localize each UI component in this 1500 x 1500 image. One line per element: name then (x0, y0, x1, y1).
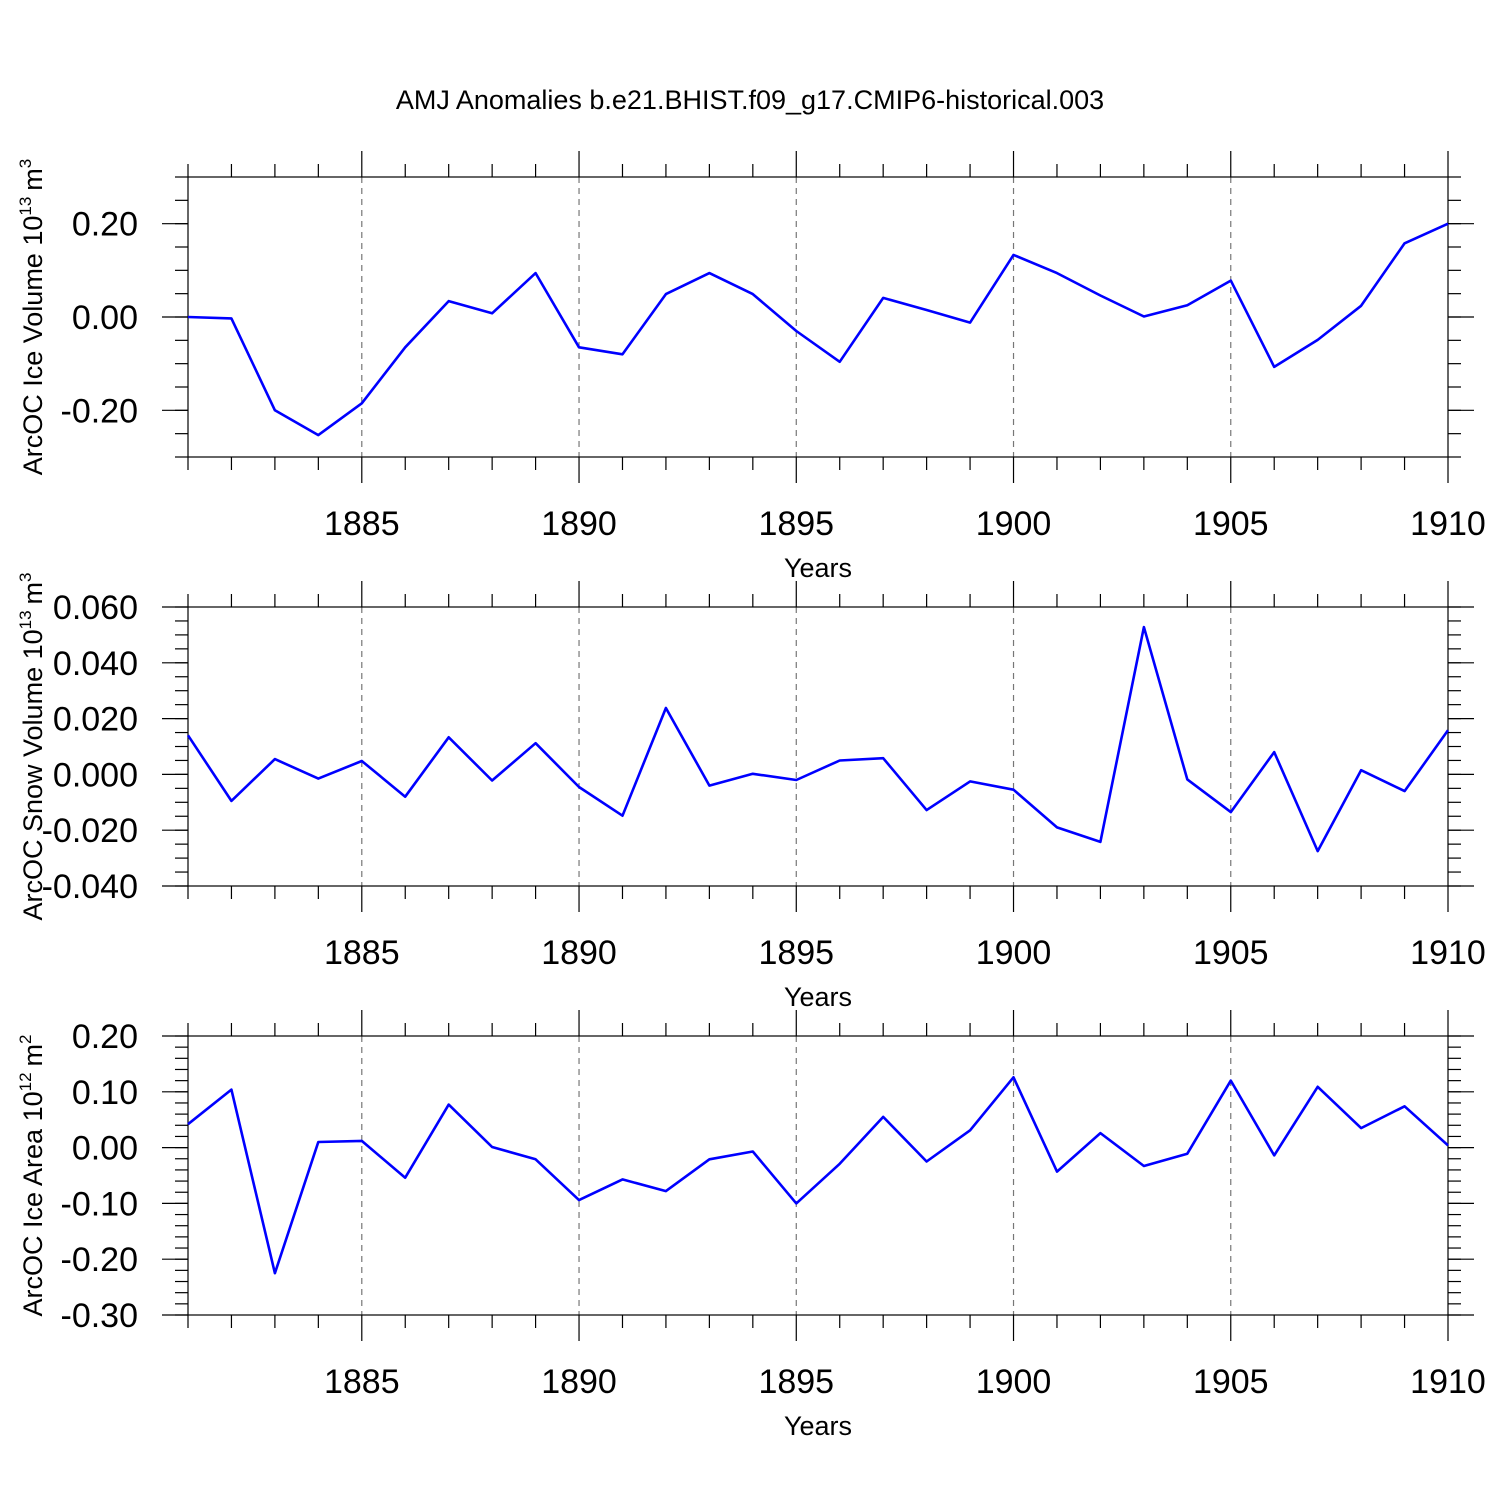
x-tick-label: 1910 (1410, 934, 1486, 972)
y-tick-label: -0.020 (42, 812, 138, 850)
series-line (186, 625, 1450, 853)
y-tick-label: -0.040 (42, 868, 138, 906)
y-tick-label: 0.00 (72, 1130, 138, 1168)
x-tick-label: 1910 (1410, 505, 1486, 543)
x-tick-label: 1885 (324, 1363, 400, 1401)
y-axis-label: ArcOC Ice Area 1012m2 (16, 1035, 48, 1317)
y-tick-label: 0.000 (53, 756, 138, 794)
x-tick-label: 1890 (541, 1363, 617, 1401)
x-tick-label: 1885 (324, 934, 400, 972)
x-tick-label: 1900 (976, 934, 1052, 972)
chart-panel-1: 1885 1890 1895 1900 1905 1910 -0.20 0.00 0.20 Yea… (16, 151, 1486, 583)
y-tick-label: -0.10 (61, 1185, 139, 1223)
y-axis-label: ArcOC Snow Volume 1013m3 (16, 572, 48, 920)
chart-panel-2: 1885 1890 1895 1900 1905 1910 -0.040 -0.020 0.00… (16, 572, 1486, 1012)
x-tick-label: 1890 (541, 934, 617, 972)
x-tick-label: 1885 (324, 505, 400, 543)
x-tick-label: 1905 (1193, 1363, 1269, 1401)
chart-panels: 1885 1890 1895 1900 1905 1910 -0.20 0.00 0.20 Yea… (16, 151, 1486, 1441)
x-tick-label: 1895 (758, 934, 834, 972)
x-tick-label: 1900 (976, 505, 1052, 543)
x-tick-label: 1905 (1193, 505, 1269, 543)
y-tick-label: 0.00 (72, 299, 138, 337)
series-line (187, 222, 1449, 437)
chart-panel-3: 1885 1890 1895 1900 1905 1910 -0.30 -0.20 -0.10 0… (16, 1010, 1486, 1441)
y-tick-label: 0.10 (72, 1074, 138, 1112)
plot-frame (187, 176, 1449, 458)
series-line (187, 1076, 1449, 1275)
plot-frame (187, 606, 1449, 887)
plot-frame (187, 1035, 1449, 1316)
y-tick-label: -0.20 (61, 1241, 139, 1279)
x-tick-label: 1895 (758, 505, 834, 543)
x-tick-label: 1910 (1410, 1363, 1486, 1401)
y-tick-label: -0.20 (61, 392, 139, 430)
x-tick-label: 1895 (758, 1363, 834, 1401)
y-tick-label: 0.20 (72, 1018, 138, 1056)
y-tick-label: 0.060 (53, 589, 138, 627)
y-tick-label: 0.020 (53, 701, 138, 739)
y-axis-label: ArcOC Ice Volume 1013m3 (16, 159, 48, 476)
x-axis-label: Years (784, 982, 852, 1012)
figure-title: AMJ Anomalies b.e21.BHIST.f09_g17.CMIP6-… (396, 85, 1104, 115)
x-tick-label: 1890 (541, 505, 617, 543)
y-tick-label: -0.30 (61, 1297, 139, 1335)
x-axis-label: Years (784, 553, 852, 583)
y-tick-label: 0.20 (72, 206, 138, 244)
y-tick-label: 0.040 (53, 645, 138, 683)
x-tick-label: 1905 (1193, 934, 1269, 972)
x-tick-label: 1900 (976, 1363, 1052, 1401)
x-axis-label: Years (784, 1411, 852, 1441)
